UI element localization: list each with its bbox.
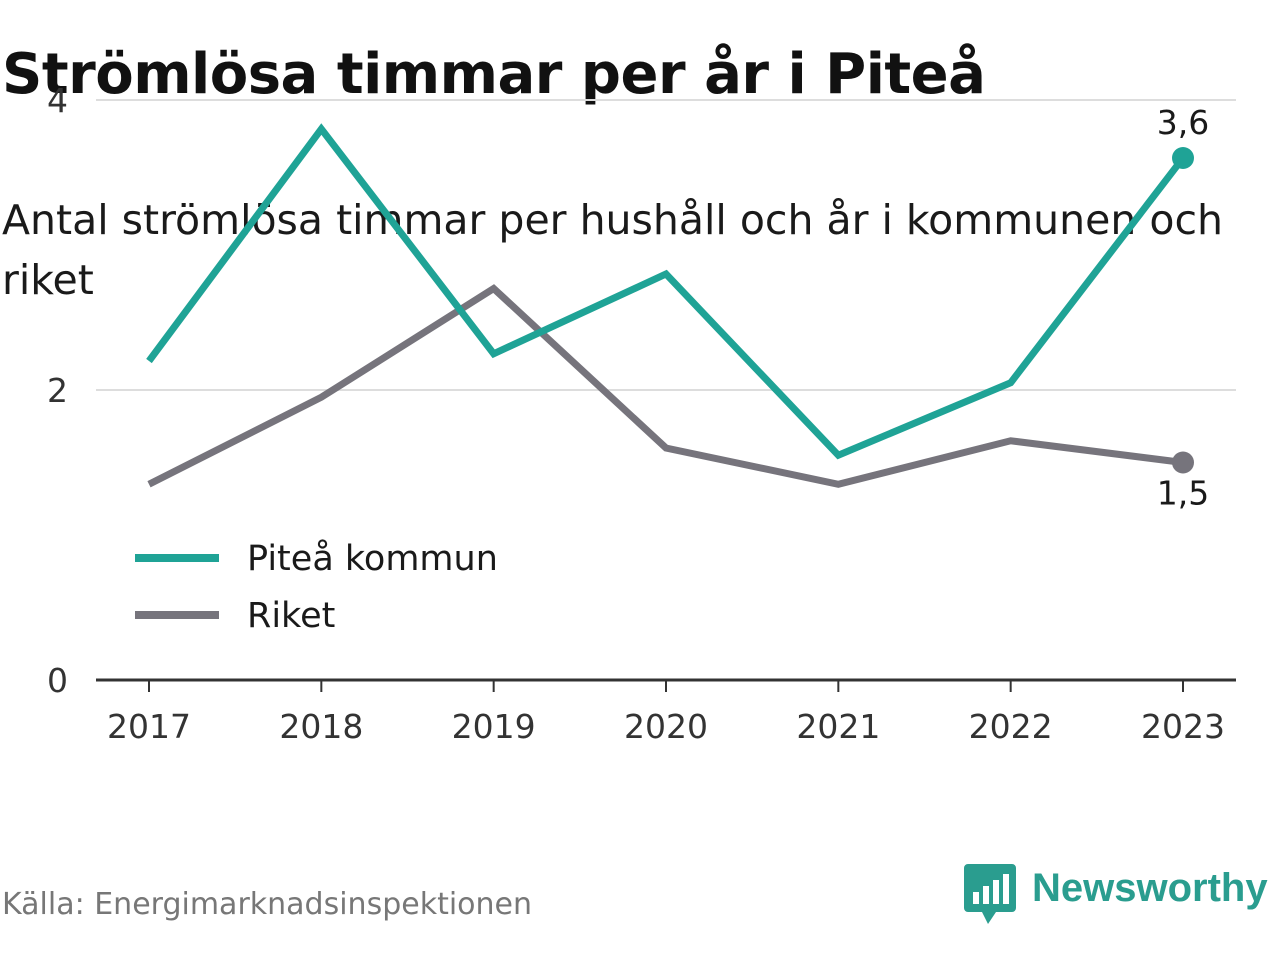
x-tick-label: 2017: [107, 707, 191, 746]
end-point-marker: [1172, 451, 1194, 474]
y-tick-label: 4: [47, 81, 68, 120]
series-lines: [146, 123, 1186, 488]
series-line-riket: [147, 284, 1184, 488]
end-point-marker: [1172, 147, 1194, 169]
end-points: 3,6 1,5: [1157, 103, 1209, 513]
source-note: Källa: Energimarknadsinspektionen: [2, 887, 533, 922]
legend-label: Piteå kommun: [247, 538, 498, 579]
legend-background: [118, 522, 522, 646]
x-tick-label: 2023: [1141, 707, 1225, 746]
x-tick-label: 2022: [969, 707, 1053, 746]
y-tick-label: 0: [47, 661, 68, 700]
legend-label: Riket: [247, 596, 335, 636]
x-tick-label: 2019: [452, 707, 536, 746]
y-axis: 0 2 4: [47, 81, 68, 700]
data-label: 1,5: [1157, 474, 1209, 513]
grid-lines: [96, 99, 1236, 391]
series-line-pitea: [146, 123, 1186, 460]
legend: Piteå kommun Riket: [118, 522, 522, 646]
newsworthy-logo-icon: [964, 864, 1016, 924]
x-axis: 2017 2018 2019 2020 2021 2022 2023: [96, 678, 1236, 746]
brand-name: Newsworthy: [1032, 866, 1268, 910]
x-tick-label: 2021: [796, 707, 880, 746]
y-tick-label: 2: [47, 371, 68, 410]
chart-title: Strömlösa timmar per år i Piteå: [2, 42, 986, 107]
data-label: 3,6: [1157, 103, 1209, 142]
x-tick-label: 2020: [624, 707, 708, 746]
x-tick-label: 2018: [279, 707, 363, 746]
chart-subtitle: Antal strömlösa timmar per hushåll och å…: [2, 196, 1223, 304]
